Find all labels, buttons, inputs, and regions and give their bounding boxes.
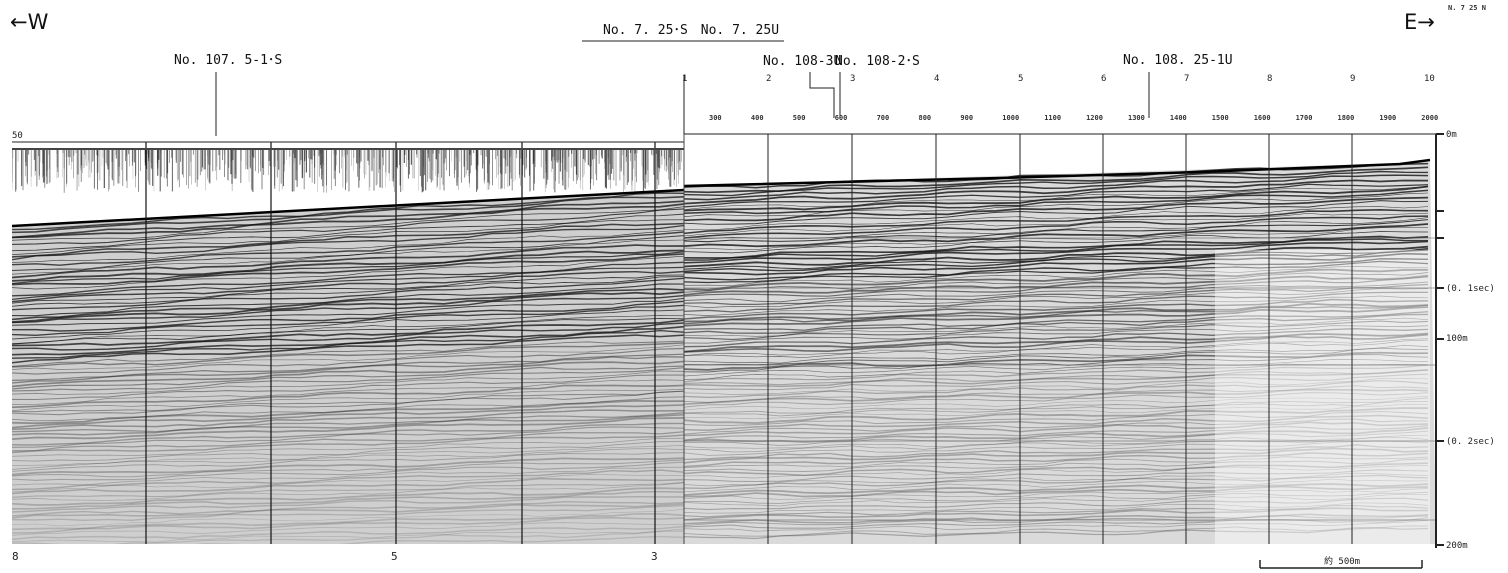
corner-fragment-label: N. 7 25 N [1448, 4, 1486, 12]
east-fix-number: 8 [1267, 74, 1273, 84]
east-distance-tick-label: 1700 [1295, 114, 1313, 122]
depth-label-0m: 0m [1446, 130, 1457, 140]
east-fix-number: 5 [1018, 74, 1024, 84]
west-fix-lines [145, 142, 656, 544]
top-center-line-label: No. 7. 25･S No. 7. 25U [603, 23, 780, 38]
east-distance-tick-label: 1800 [1337, 114, 1355, 122]
depth-label-100m: 100m [1446, 334, 1468, 344]
east-seafloor-body [684, 162, 1436, 544]
east-distance-tick-label: 1200 [1086, 114, 1103, 122]
east-distance-tick-label: 700 [876, 114, 890, 122]
east-reflectors [684, 158, 1431, 544]
east-fix-number: 2 [766, 74, 772, 84]
east-fix-number: 1 [682, 74, 688, 84]
east-panel [684, 134, 1436, 544]
east-fix-number: 3 [850, 74, 856, 84]
east-fix-number: 9 [1350, 74, 1356, 84]
east-distance-tick-label: 2000 [1421, 114, 1439, 122]
west-reflectors [12, 188, 684, 544]
west-water-column-noise [12, 150, 682, 193]
east-distance-tick-label: 500 [792, 114, 806, 122]
east-distance-tick-label: 1000 [1002, 114, 1020, 122]
bottom-fix-8: 8 [12, 550, 19, 563]
east-distance-tick-label: 600 [834, 114, 848, 122]
east-distance-tick-label: 1300 [1128, 114, 1145, 122]
mid-line-label-a: No. 108-3U [763, 54, 842, 69]
east-distance-tick-label: 1400 [1169, 114, 1187, 122]
west-direction-label: ←W [10, 10, 49, 34]
east-distance-tick-label: 800 [918, 114, 932, 122]
bottom-fix-5: 5 [391, 550, 398, 563]
scale-bar-label: 約 500m [1324, 557, 1361, 567]
mid-line-label-b: No. 108-2･S [835, 54, 920, 69]
depth-label-200m: 200m [1446, 541, 1468, 551]
east-fix-number: 10 [1424, 74, 1435, 84]
west-top-mark: 50 [12, 131, 23, 141]
east-line-label: No. 108. 25-1U [1123, 53, 1233, 68]
depth-scale-ticks [1436, 133, 1444, 546]
east-distance-tick-label: 300 [709, 114, 722, 122]
east-fix-number: 6 [1101, 74, 1107, 84]
east-distance-tick-label: 1500 [1211, 114, 1229, 122]
east-direction-label: E→ [1404, 10, 1435, 34]
east-fix-number: 4 [934, 74, 940, 84]
bottom-fix-3: 3 [651, 550, 658, 563]
depth-label-01sec: (0. 1sec) [1446, 284, 1495, 294]
west-line-label: No. 107. 5-1･S [174, 53, 283, 68]
east-fix-number: 7 [1184, 74, 1190, 84]
east-distance-tick-label: 1100 [1044, 114, 1062, 122]
east-distance-tick-label: 1600 [1253, 114, 1271, 122]
scale-bar [1259, 560, 1423, 569]
east-grid [684, 134, 1436, 544]
west-panel [12, 142, 684, 544]
east-distance-tick-label: 1900 [1379, 114, 1397, 122]
east-distance-tick-label: 900 [960, 114, 974, 122]
depth-label-02sec: (0. 2sec) [1446, 437, 1495, 447]
east-distance-tick-label: 400 [750, 114, 764, 122]
